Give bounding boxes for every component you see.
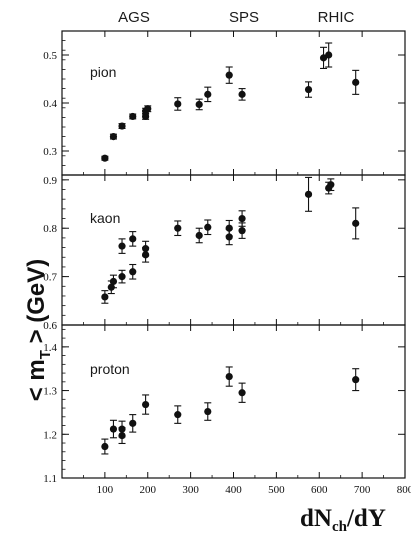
- x-tick-label: 400: [225, 484, 242, 496]
- x-tick-label: 600: [311, 484, 328, 496]
- panel-pion-data-point: [325, 51, 333, 59]
- header-label-rhic: RHIC: [318, 9, 355, 26]
- panel-kaon-data-point: [238, 227, 246, 235]
- panel-pion-ytick-label: 0.5: [43, 50, 57, 62]
- panel-pion-ytick-label: 0.4: [43, 98, 57, 110]
- x-tick-label: 800: [397, 484, 411, 496]
- panel-proton-ytick-label: 1.4: [43, 342, 57, 354]
- panel-pion-data-point: [195, 100, 203, 109]
- plot-area: 0.3 0.4 0.5 pion 0.6 0.7 0.8 0.9 kaon 1.1 1.2 1.3 1.…: [43, 30, 411, 496]
- panel-pion-label: pion: [90, 64, 116, 80]
- panel-kaon-data-point: [238, 214, 246, 223]
- panel-pion-data-point: [142, 112, 150, 121]
- y-axis-label-tail: > (GeV): [23, 259, 50, 350]
- x-tick-label: 500: [268, 484, 285, 496]
- panel-pion-data-point: [204, 90, 212, 98]
- y-axis-label-main: < m: [23, 359, 50, 401]
- panel-kaon-data-point: [109, 277, 118, 286]
- panel-pion-data-point: [129, 112, 137, 121]
- panel-kaon-label: kaon: [90, 210, 120, 226]
- panel-kaon-data-point: [129, 268, 137, 276]
- panel-kaon-data-point: [118, 242, 126, 250]
- x-axis-label-sub: ch: [332, 519, 348, 534]
- panel-proton-data-point: [238, 389, 246, 397]
- x-axis-label: dNch/dY: [300, 505, 386, 534]
- panel-proton-ytick-label: 1.1: [43, 473, 57, 485]
- panel-proton-data-point: [142, 400, 150, 409]
- panel-pion-data-point: [238, 90, 246, 98]
- panel-kaon-ytick-label: 0.7: [43, 272, 57, 284]
- panel-kaon-ytick-label: 0.9: [43, 175, 57, 187]
- x-axis-label-tail: /dY: [346, 505, 386, 532]
- panel-kaon-data-point: [101, 293, 109, 301]
- panel-kaon-data-point: [204, 223, 212, 231]
- panel-proton-label: proton: [90, 361, 130, 377]
- panel-proton-data-point: [352, 376, 360, 384]
- x-axis-label-main: dN: [300, 505, 332, 532]
- panel-kaon-frame: [61, 174, 406, 326]
- panel-proton-data-point: [204, 407, 212, 416]
- panel-pion-ytick-label: 0.3: [43, 146, 57, 158]
- panel-pion-data-point: [101, 154, 109, 162]
- panel-pion-data-point: [118, 122, 126, 130]
- panel-kaon-data-point: [225, 233, 233, 241]
- panel-proton-ytick-label: 1.3: [43, 386, 57, 398]
- panel-kaon-data-point: [118, 273, 126, 281]
- panel-pion-frame: [61, 30, 406, 176]
- x-tick-label: 100: [97, 484, 114, 496]
- panel-pion-data-point: [174, 100, 182, 108]
- panel-proton-data-point: [109, 425, 118, 433]
- panel-kaon-data-point: [174, 224, 182, 232]
- panel-pion-data-point: [225, 71, 233, 79]
- panel-proton-ytick-label: 1.2: [43, 429, 57, 441]
- x-tick-label: 700: [354, 484, 371, 496]
- y-axis-label: < mT > (GeV): [23, 259, 54, 402]
- panel-proton-data-point: [101, 442, 109, 451]
- panel-kaon-data-point: [352, 219, 360, 227]
- panel-kaon-data-point: [225, 224, 233, 232]
- panel-pion-data-point: [109, 133, 118, 141]
- panel-proton-data-point: [225, 372, 233, 381]
- header-label-ags: AGS: [118, 9, 150, 26]
- panel-kaon-data-point: [129, 235, 137, 243]
- panel-pion-data-point: [304, 85, 313, 94]
- panel-proton-frame: [61, 324, 406, 479]
- panel-proton-data-point: [129, 419, 137, 427]
- panel-kaon-data-point: [327, 181, 335, 189]
- panel-kaon-data-point: [304, 190, 313, 198]
- panel-kaon-data-point: [195, 231, 203, 240]
- panel-kaon-ytick-label: 0.8: [43, 223, 57, 235]
- panel-pion-data-point: [352, 78, 360, 86]
- panel-kaon-ytick-label: 0.6: [43, 320, 57, 332]
- y-axis-label-sub: T: [37, 350, 54, 359]
- header-label-sps: SPS: [229, 9, 259, 26]
- panel-pion-data-point: [144, 105, 152, 113]
- x-tick-label: 200: [140, 484, 157, 496]
- panel-proton-data-point: [118, 425, 126, 433]
- x-tick-label: 300: [182, 484, 199, 496]
- panel-kaon-data-point: [142, 244, 150, 253]
- panel-proton-data-point: [174, 411, 182, 419]
